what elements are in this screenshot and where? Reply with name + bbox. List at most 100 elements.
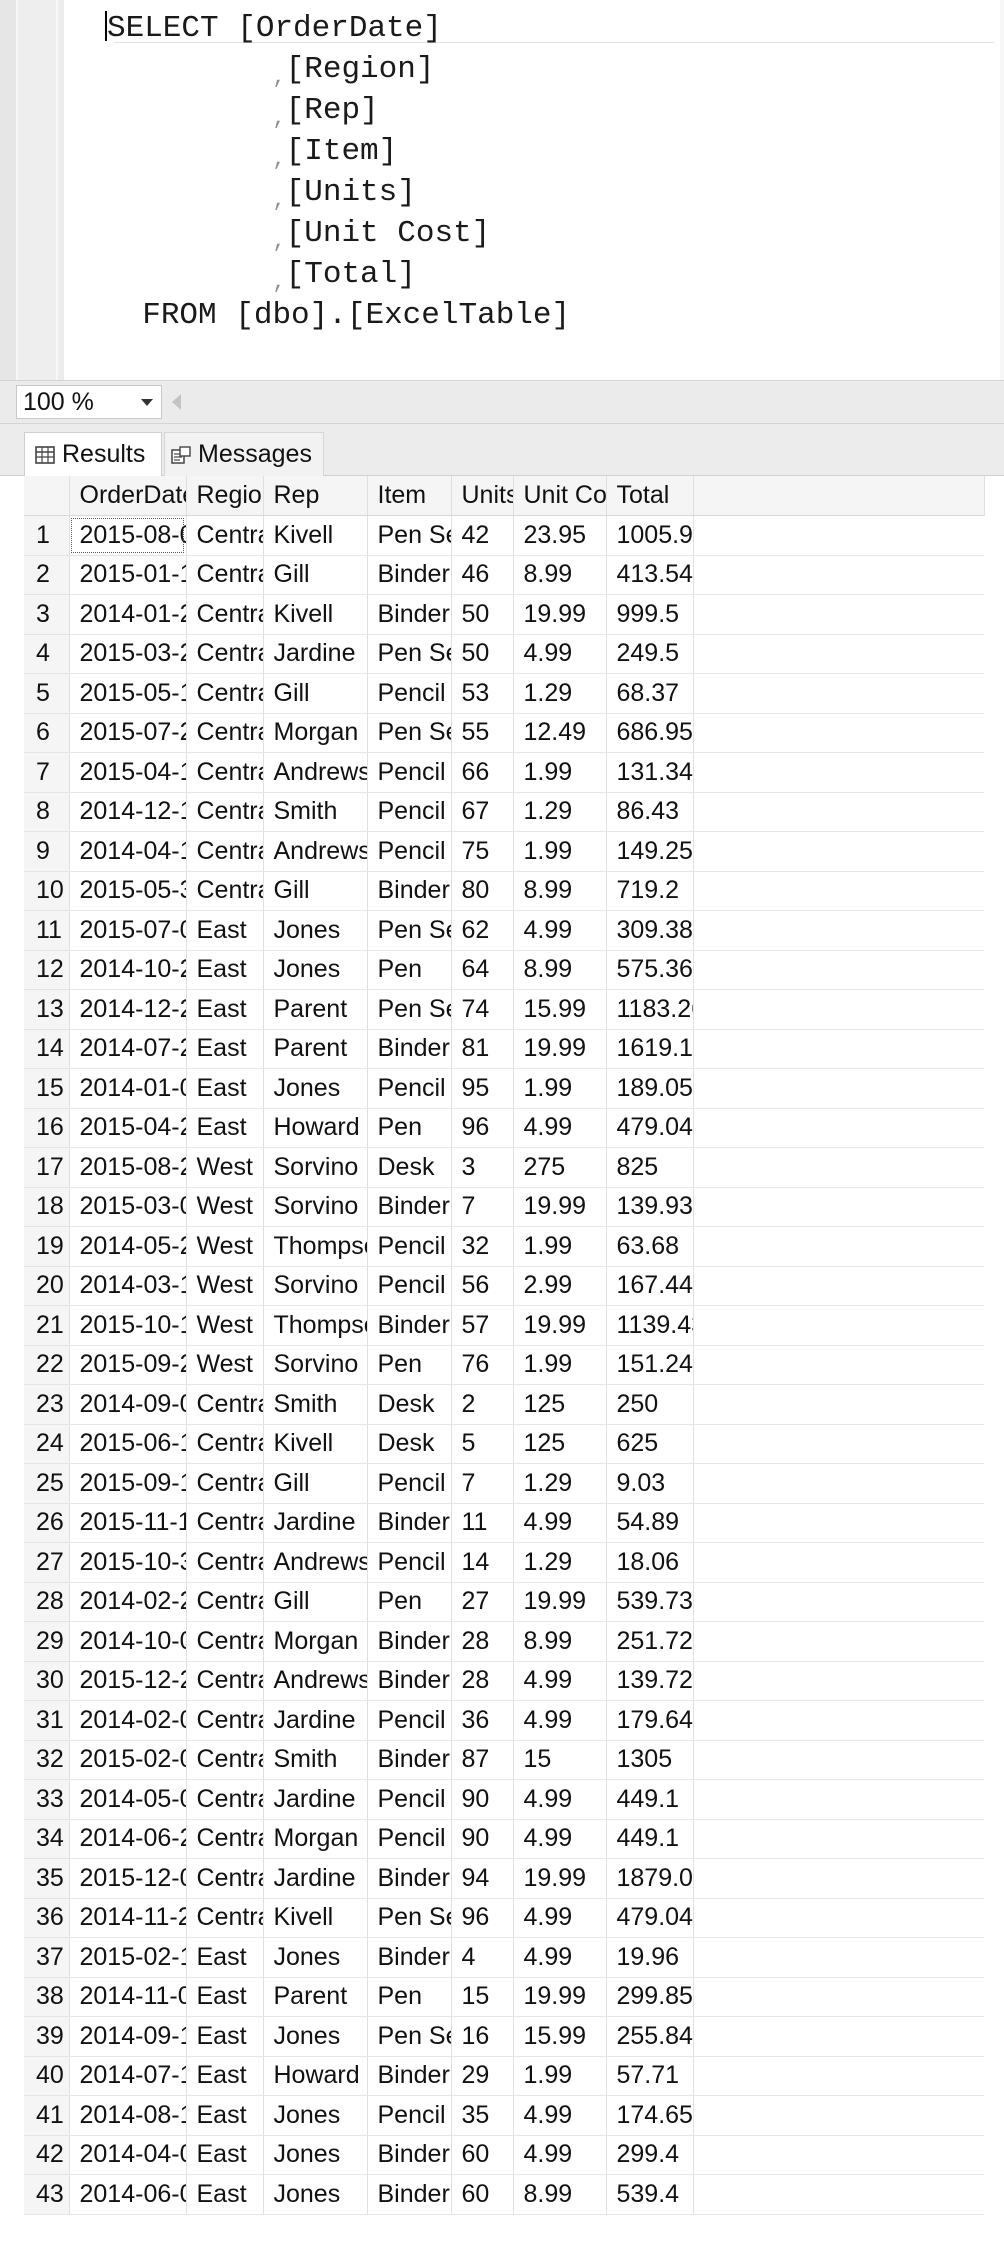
tab-messages[interactable]: Messages: [164, 432, 324, 476]
cell-units[interactable]: 11: [451, 1503, 514, 1543]
cell-orderdate[interactable]: 2015-05-31: [69, 871, 187, 911]
row-number[interactable]: 21: [24, 1305, 70, 1346]
cell-rep[interactable]: Jones: [263, 950, 368, 990]
cell-unit-cost[interactable]: 19.99: [513, 1187, 607, 1227]
cell-item[interactable]: Pen Set: [367, 515, 452, 556]
cell-total[interactable]: 68.37: [606, 673, 694, 714]
cell-item[interactable]: Pen Set: [367, 713, 452, 753]
cell-rep[interactable]: Kivell: [263, 515, 368, 556]
cell-region[interactable]: East: [186, 1108, 264, 1148]
cell-total[interactable]: 19.96: [606, 1937, 694, 1978]
table-row[interactable]: 272015-10-31CentralAndrewsPencil141.2918…: [24, 1542, 984, 1583]
cell-total[interactable]: 686.95: [606, 713, 694, 753]
cell-units[interactable]: 50: [451, 634, 514, 674]
cell-item[interactable]: Binder: [367, 1740, 452, 1780]
cell-rep[interactable]: Jones: [263, 2135, 368, 2175]
cell-region[interactable]: Central: [186, 871, 264, 911]
cell-orderdate[interactable]: 2014-04-01: [69, 2135, 187, 2175]
cell-region[interactable]: East: [186, 989, 264, 1030]
cell-region[interactable]: Central: [186, 555, 264, 595]
cell-rep[interactable]: Gill: [263, 1463, 368, 1504]
cell-item[interactable]: Binder: [367, 1937, 452, 1978]
cell-orderdate[interactable]: 2015-02-01: [69, 1740, 187, 1780]
cell-total[interactable]: 167.44: [606, 1266, 694, 1306]
cell-units[interactable]: 3: [451, 1147, 514, 1188]
cell-units[interactable]: 35: [451, 2095, 514, 2136]
row-number[interactable]: 7: [24, 752, 70, 793]
cell-units[interactable]: 29: [451, 2056, 514, 2096]
cell-unit-cost[interactable]: 4.99: [513, 910, 607, 951]
cell-orderdate[interactable]: 2014-01-23: [69, 594, 187, 635]
cell-units[interactable]: 28: [451, 1621, 514, 1662]
row-number[interactable]: 1: [24, 515, 70, 556]
row-number[interactable]: 3: [24, 594, 70, 635]
cell-rep[interactable]: Andrews: [263, 831, 368, 872]
cell-units[interactable]: 7: [451, 1463, 514, 1504]
cell-rep[interactable]: Kivell: [263, 594, 368, 635]
cell-orderdate[interactable]: 2015-06-17: [69, 1424, 187, 1464]
cell-unit-cost[interactable]: 4.99: [513, 1503, 607, 1543]
cell-rep[interactable]: Jardine: [263, 634, 368, 674]
cell-units[interactable]: 36: [451, 1700, 514, 1741]
cell-units[interactable]: 75: [451, 831, 514, 872]
column-header[interactable]: Unit Cost: [513, 476, 607, 516]
cell-unit-cost[interactable]: 8.99: [513, 871, 607, 911]
cell-units[interactable]: 60: [451, 2174, 514, 2215]
cell-unit-cost[interactable]: 2.99: [513, 1266, 607, 1306]
table-row[interactable]: 142014-07-29EastParentBinder8119.991619.…: [24, 1029, 984, 1069]
cell-orderdate[interactable]: 2014-02-26: [69, 1582, 187, 1622]
cell-total[interactable]: 299.85: [606, 1977, 694, 2017]
cell-units[interactable]: 53: [451, 673, 514, 714]
cell-rep[interactable]: Jones: [263, 2016, 368, 2057]
cell-region[interactable]: East: [186, 2016, 264, 2057]
row-number[interactable]: 25: [24, 1463, 70, 1504]
cell-rep[interactable]: Howard: [263, 1108, 368, 1148]
cell-unit-cost[interactable]: 1.99: [513, 1226, 607, 1267]
cell-units[interactable]: 66: [451, 752, 514, 793]
cell-unit-cost[interactable]: 12.49: [513, 713, 607, 753]
cell-unit-cost[interactable]: 15: [513, 1740, 607, 1780]
row-number[interactable]: 40: [24, 2056, 70, 2096]
cell-total[interactable]: 179.64: [606, 1700, 694, 1741]
cell-region[interactable]: Central: [186, 594, 264, 635]
cell-total[interactable]: 131.34: [606, 752, 694, 793]
cell-item[interactable]: Pencil: [367, 673, 452, 714]
cell-units[interactable]: 55: [451, 713, 514, 753]
cell-rep[interactable]: Smith: [263, 1740, 368, 1780]
cell-total[interactable]: 189.05: [606, 1068, 694, 1109]
cell-region[interactable]: East: [186, 2135, 264, 2175]
cell-total[interactable]: 825: [606, 1147, 694, 1188]
sql-code[interactable]: SELECT [OrderDate] ,[Region] ,[Rep] ,[It…: [105, 8, 570, 336]
row-number[interactable]: 12: [24, 950, 70, 990]
cell-total[interactable]: 250: [606, 1384, 694, 1425]
cell-unit-cost[interactable]: 1.99: [513, 1068, 607, 1109]
cell-units[interactable]: 28: [451, 1661, 514, 1701]
cell-units[interactable]: 76: [451, 1345, 514, 1385]
cell-total[interactable]: 299.4: [606, 2135, 694, 2175]
cell-unit-cost[interactable]: 19.99: [513, 1305, 607, 1346]
results-grid[interactable]: OrderDate Region Rep Item Units Unit Cos…: [24, 476, 985, 2215]
cell-orderdate[interactable]: 2014-11-25: [69, 1898, 187, 1938]
cell-item[interactable]: Pen: [367, 1582, 452, 1622]
cell-rep[interactable]: Thompson: [263, 1305, 368, 1346]
cell-item[interactable]: Binder: [367, 2056, 452, 2096]
cell-total[interactable]: 139.72: [606, 1661, 694, 1701]
row-number[interactable]: 36: [24, 1898, 70, 1938]
row-number[interactable]: 37: [24, 1937, 70, 1978]
cell-total[interactable]: 479.04: [606, 1898, 694, 1938]
row-number[interactable]: 18: [24, 1187, 70, 1227]
row-number[interactable]: 26: [24, 1503, 70, 1543]
row-number[interactable]: 31: [24, 1700, 70, 1741]
cell-item[interactable]: Pencil: [367, 1779, 452, 1820]
row-number[interactable]: 39: [24, 2016, 70, 2057]
